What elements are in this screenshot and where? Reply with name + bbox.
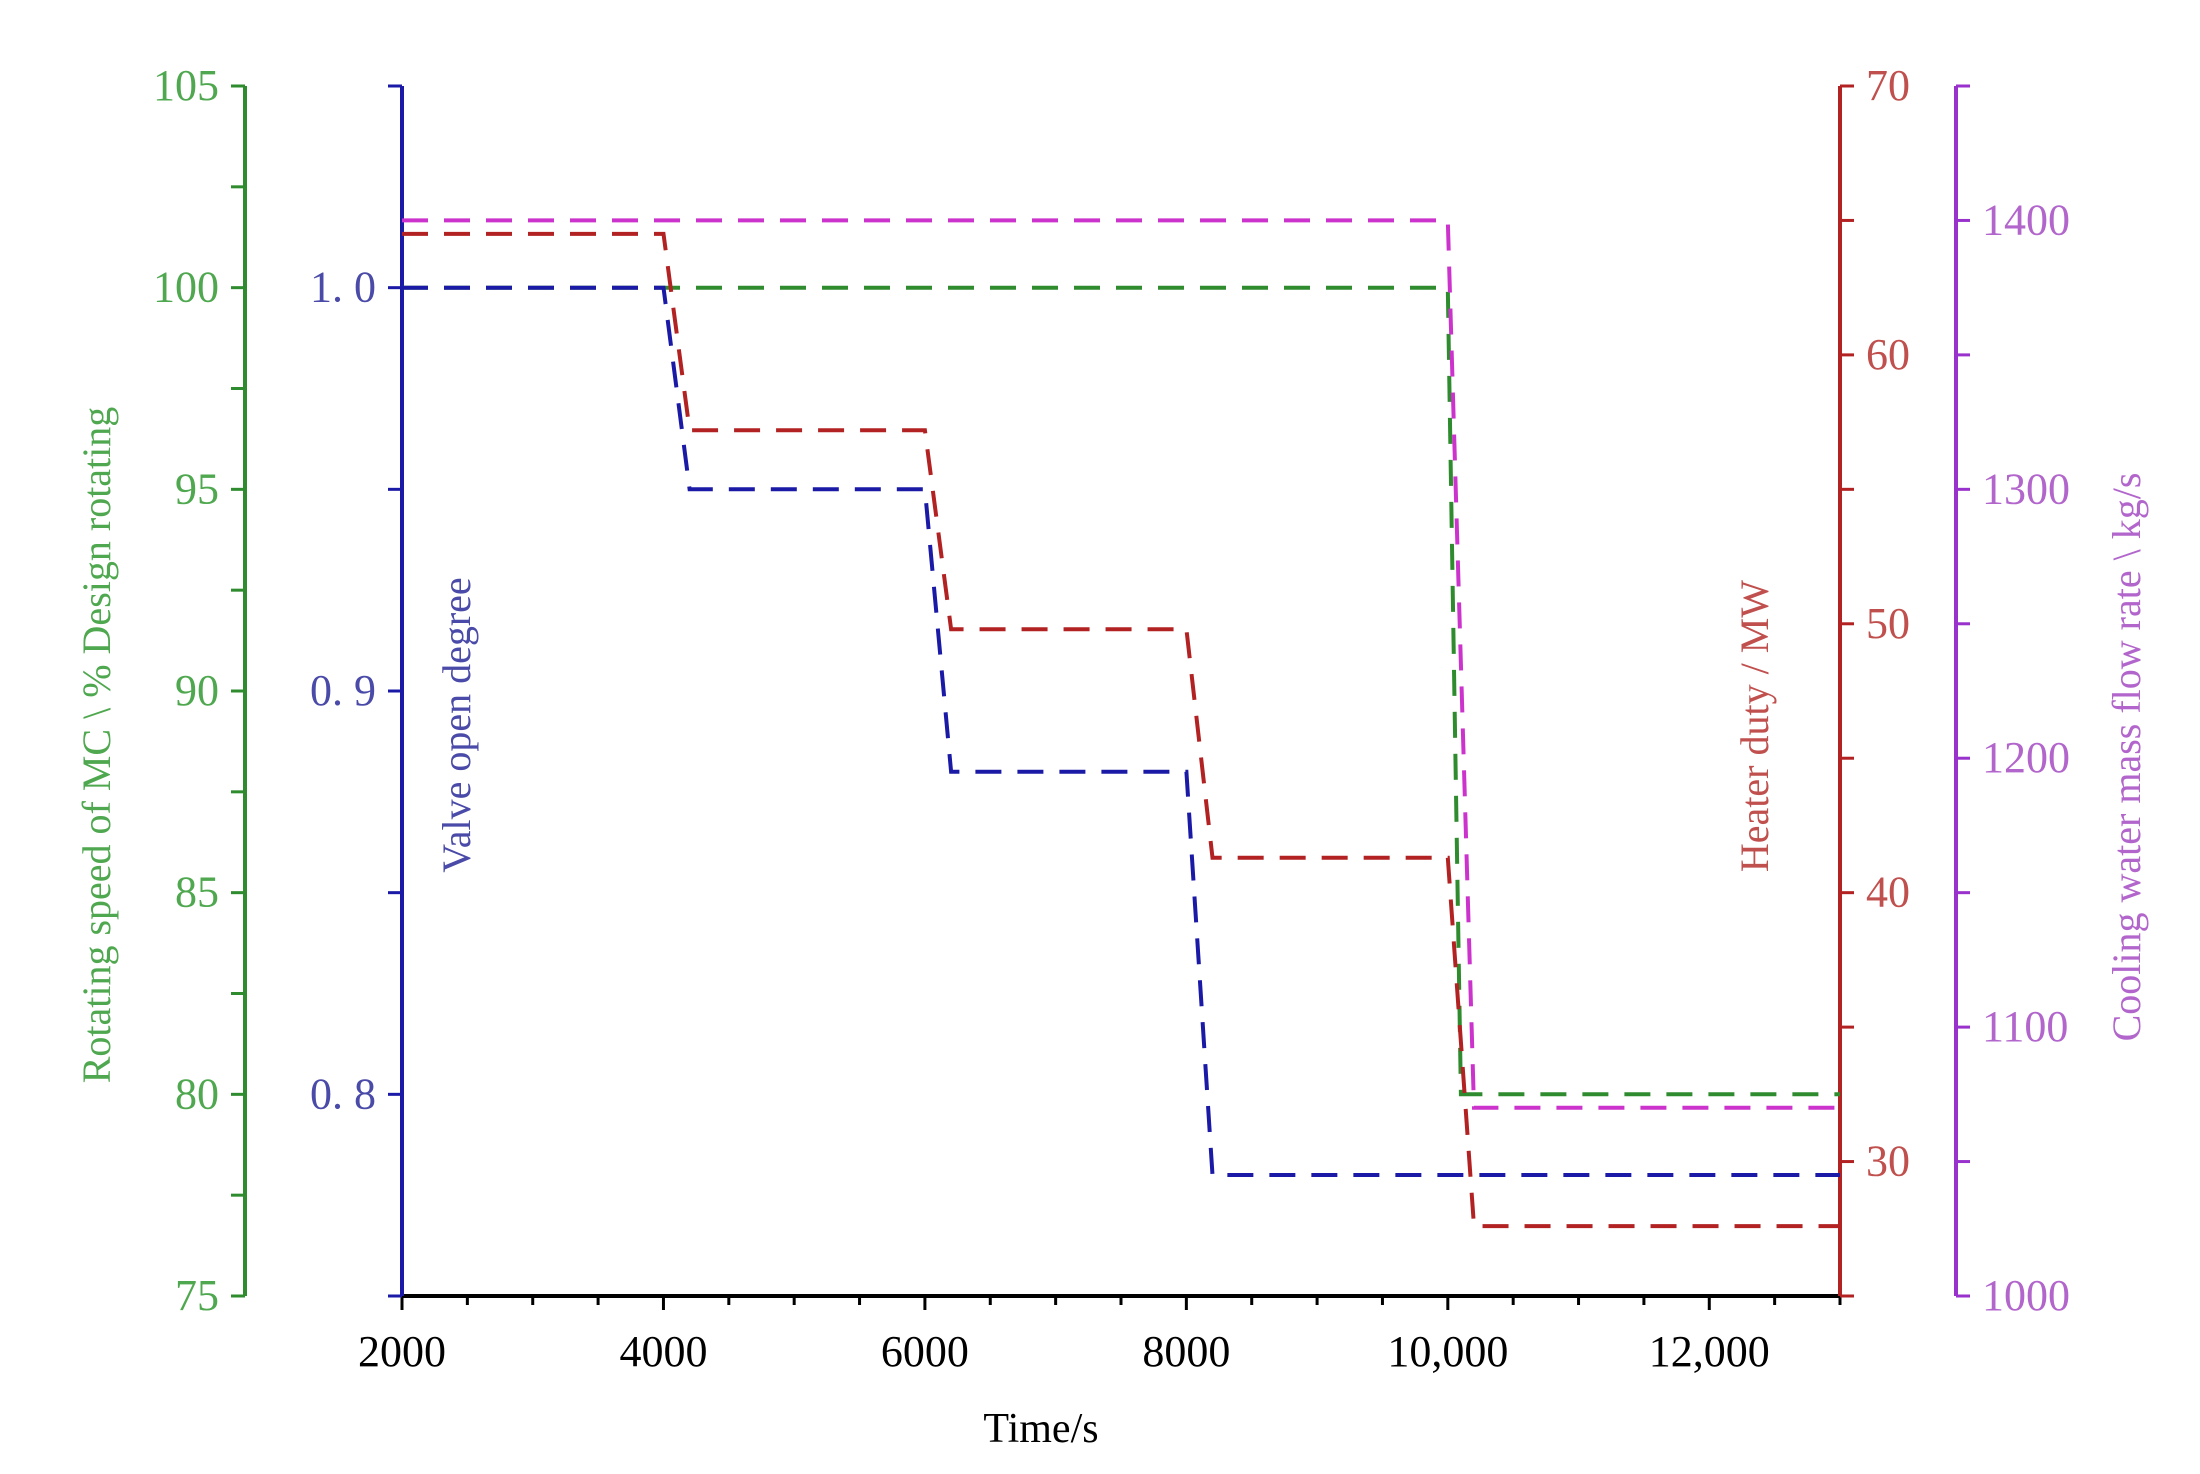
- axis-labels: 2000 4000 6000 8000 10,000 12,000 Time/s 75 80 85…: [74, 61, 2149, 1452]
- x-tick-label: 12,000: [1649, 1327, 1770, 1376]
- x-tick-label: 4000: [619, 1327, 707, 1376]
- speed-tick-label: 105: [153, 61, 219, 110]
- cooling-tick-label: 1200: [1982, 733, 2070, 782]
- heater-tick-label: 30: [1866, 1137, 1910, 1186]
- speed-tick-label: 80: [175, 1069, 219, 1118]
- axes: [231, 84, 1970, 1310]
- heater-tick-label: 60: [1866, 330, 1910, 379]
- valve-tick-label: 1. 0: [310, 263, 376, 312]
- x-tick-label: 10,000: [1387, 1327, 1508, 1376]
- speed-tick-label: 85: [175, 868, 219, 917]
- cooling-tick-label: 1100: [1982, 1002, 2068, 1051]
- valve-tick-label: 0. 9: [310, 666, 376, 715]
- cooling-axis-title: Cooling water mass flow rate \ kg/s: [2104, 473, 2149, 1042]
- heater-tick-label: 70: [1866, 61, 1910, 110]
- cooling-tick-label: 1000: [1982, 1271, 2070, 1320]
- speed-tick-label: 90: [175, 666, 219, 715]
- series-lines: [402, 218, 1840, 1229]
- heater-tick-label: 50: [1866, 599, 1910, 648]
- cooling-series-line: [402, 218, 1840, 1110]
- x-tick-label: 6000: [881, 1327, 969, 1376]
- speed-tick-label: 75: [175, 1271, 219, 1320]
- x-axis-title: Time/s: [983, 1406, 1098, 1452]
- speed-axis-title: Rotating speed of MC \ % Design rotating: [74, 407, 119, 1084]
- speed-tick-label: 100: [153, 263, 219, 312]
- x-tick-label: 2000: [358, 1327, 446, 1376]
- speed-tick-label: 95: [175, 464, 219, 513]
- valve-axis-title: Valve open degree: [434, 577, 479, 872]
- valve-series-line: [402, 285, 1840, 1177]
- cooling-tick-label: 1400: [1982, 195, 2070, 244]
- x-tick-label: 8000: [1142, 1327, 1230, 1376]
- heater-series-line: [402, 231, 1840, 1229]
- valve-tick-label: 0. 8: [310, 1069, 376, 1118]
- speed-series-line: [402, 285, 1840, 1097]
- cooling-tick-label: 1300: [1982, 464, 2070, 513]
- heater-axis-title: Heater duty / MW: [1732, 580, 1777, 872]
- heater-tick-label: 40: [1866, 868, 1910, 917]
